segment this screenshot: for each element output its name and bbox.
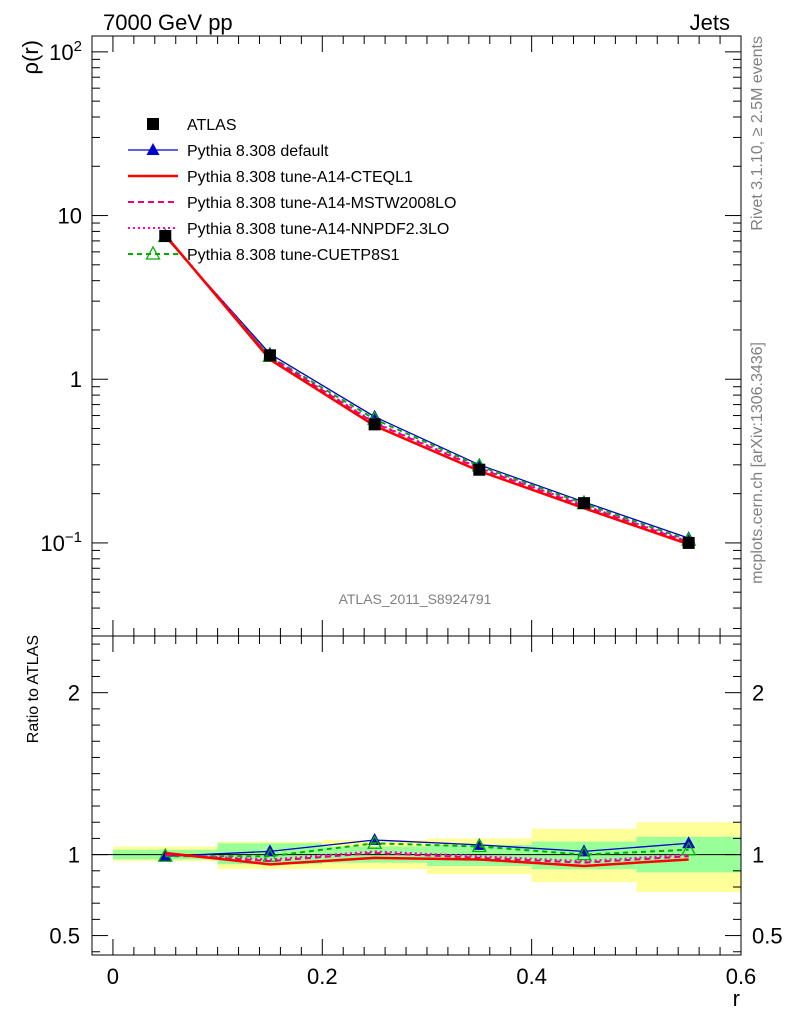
ratio-cuetp8s1-point (471, 838, 487, 853)
main-line-default (164, 236, 689, 539)
x-tick-label: 0 (107, 964, 119, 989)
mcplots-label: mcplots.cern.ch [arXiv:1306.3436] (749, 342, 766, 584)
legend-data-point (147, 118, 159, 130)
legend-label-cuetp8s1: Pythia 8.308 tune-CUETP8S1 (187, 247, 400, 264)
legend-label-cteql1: Pythia 8.308 tune-A14-CTEQL1 (187, 169, 413, 186)
ratio-y-tick-label-right: 1 (752, 843, 764, 868)
ratio-line-cuetp8s1 (165, 842, 689, 858)
y-tick-label: 10−1 (40, 529, 82, 556)
main-data-point (263, 349, 276, 362)
ratio-cuetp8s1-point (576, 846, 592, 861)
analysis-label: ATLAS_2011_S8924791 (339, 591, 492, 607)
y-tick-label: 10 (58, 204, 82, 229)
x-tick-label: 0.2 (307, 964, 338, 989)
main-series-cuetp8s1 (157, 228, 697, 546)
x-tick-label: 0.6 (726, 964, 757, 989)
x-tick-label: 0.4 (516, 964, 547, 989)
main-series-default (158, 229, 696, 544)
main-series-nnpdf (164, 234, 689, 543)
y-tick-label: 1 (70, 367, 82, 392)
ratio-line-cteql1 (165, 851, 689, 868)
legend-label-data: ATLAS (187, 117, 237, 134)
legend-default-point (146, 143, 160, 155)
main-line-cuetp8s1 (164, 235, 689, 542)
ratio-line-nnpdf (165, 850, 689, 863)
series-layer (157, 228, 697, 868)
ratio-series-cteql1 (165, 851, 689, 868)
legend-entry-cuetp8s1: Pythia 8.308 tune-CUETP8S1 (128, 245, 400, 264)
main-data-point (682, 536, 695, 549)
legend-cuetp8s1-point (145, 245, 161, 260)
ratio-series-mstw (165, 851, 689, 864)
main-series-mstw (164, 234, 689, 544)
legend-label-default: Pythia 8.308 default (187, 143, 329, 160)
legend-label-nnpdf: Pythia 8.308 tune-A14-NNPDF2.3LO (187, 221, 449, 238)
main-line-nnpdf (164, 234, 689, 543)
main-data-point (368, 418, 381, 431)
legend-entry-default: Pythia 8.308 default (128, 143, 329, 160)
rivet-label: Rivet 3.1.10, ≥ 2.5M events (749, 36, 766, 231)
ratio-frame (91, 635, 742, 956)
ratio-series-nnpdf (165, 850, 689, 863)
header-left: 7000 GeV pp (103, 10, 233, 35)
ratio-ylabel: Ratio to ATLAS (25, 635, 42, 743)
ratio-y-tick-label: 1 (68, 843, 80, 868)
ratio-cuetp8s1-point (681, 841, 697, 856)
legend-entry-mstw: Pythia 8.308 tune-A14-MSTW2008LO (128, 195, 456, 212)
main-data-point (473, 463, 486, 476)
main-ylabel: ρ(r) (18, 40, 43, 75)
legend-entry-data: ATLAS (147, 117, 237, 134)
main-line-cteql1 (164, 234, 690, 546)
legend-entry-cteql1: Pythia 8.308 tune-A14-CTEQL1 (128, 169, 413, 186)
main-data-point (159, 230, 172, 242)
ratio-line-mstw (165, 851, 689, 864)
x-axis-label: r (733, 986, 740, 1011)
y-tick-label: 102 (49, 38, 82, 65)
main-series-data (159, 230, 695, 549)
legend: ATLAS Pythia 8.308 default Pythia 8.308 tu… (128, 117, 456, 264)
legend-entry-nnpdf: Pythia 8.308 tune-A14-NNPDF2.3LO (128, 221, 449, 238)
header-right: Jets (690, 10, 730, 35)
main-data-point (577, 497, 590, 510)
ratio-y-tick-label-right: 2 (752, 681, 764, 706)
main-line-mstw (164, 234, 689, 544)
legend-label-mstw: Pythia 8.308 tune-A14-MSTW2008LO (187, 195, 456, 212)
ratio-y-tick-label: 2 (68, 681, 80, 706)
axis-ticks: 0 0.2 0.4 0.6 10−1 1 10 102 0.5 0.5 1 1 2 2 (40, 36, 783, 989)
ratio-line-default (165, 839, 689, 857)
ratio-y-tick-label: 0.5 (49, 924, 80, 949)
ratio-cuetp8s1-point (367, 834, 383, 849)
ratio-y-tick-label-right: 0.5 (752, 924, 783, 949)
main-series-cteql1 (164, 234, 690, 546)
